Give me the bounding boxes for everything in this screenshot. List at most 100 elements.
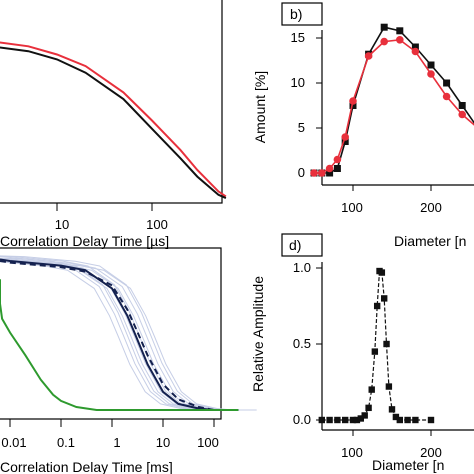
panel-d-tick-label: 1.0 <box>293 260 311 275</box>
panel-d-tag: d) <box>289 237 301 253</box>
panel-c-tick-label: 0.1 <box>57 435 75 450</box>
panel-b-marker <box>427 61 435 69</box>
panel-d-marker <box>404 416 411 424</box>
panel-b-y-axis-label: Amount [%] <box>252 71 268 143</box>
panel-b-marker <box>326 169 334 177</box>
panel-b-tick-label: 10 <box>291 75 305 90</box>
panel-d-marker <box>349 416 357 424</box>
panel-d-marker <box>396 416 403 424</box>
panel-d-tag-box <box>281 233 323 257</box>
panel-d-x-axis-label: Diameter [n <box>372 457 444 473</box>
panel-d-y-axis-label: Relative Amplitude <box>250 276 266 392</box>
panel-a-tick-label: 10 <box>55 217 69 232</box>
panel-d-marker <box>373 302 381 310</box>
panel-d-marker <box>371 348 379 355</box>
panel-c-frame <box>0 247 222 420</box>
panel-d-marker <box>357 415 364 422</box>
panel-b-y-ticks: 0 5 10 15 <box>291 30 322 180</box>
panel-a-tick-label: 100 <box>146 217 168 232</box>
panel-b-marker <box>318 169 326 177</box>
panel-b-tick-label: 200 <box>420 200 442 215</box>
panel-b-series <box>310 23 474 177</box>
panel-b-marker <box>458 102 466 109</box>
panel-b-marker <box>380 37 389 46</box>
panel-d-marker <box>353 416 361 424</box>
panel-b-tag: b) <box>290 6 302 22</box>
panel-d-marker <box>361 412 368 419</box>
panel-a-curve-1 <box>0 46 227 200</box>
panel-b-tick-label: 15 <box>291 30 305 45</box>
panel-b-line-1 <box>314 38 474 174</box>
panel-c: 0.01 0.1 1 10 100 Correlation Delay Time… <box>0 247 257 474</box>
panel-b-tick-label: 5 <box>298 120 305 135</box>
panel-c-tick-label: 10 <box>156 435 170 450</box>
panel-b-marker <box>364 52 373 60</box>
panel-b-tick-label: 100 <box>341 200 363 215</box>
panel-c-curve-1 <box>0 260 239 411</box>
panel-a-frame <box>0 0 223 204</box>
panel-c-replicate-curve <box>0 255 253 411</box>
panel-d-marker <box>392 413 400 421</box>
panel-d-marker <box>388 406 396 413</box>
panel-b-marker <box>458 110 467 119</box>
panel-b-marker <box>349 102 357 109</box>
panel-a-curve-0 <box>0 41 227 198</box>
panel-d-line-0 <box>321 269 431 421</box>
panel-c-replicate-curve <box>0 257 249 411</box>
panel-d-marker <box>326 416 333 424</box>
panel-c-tick-label: 0.01 <box>1 435 26 450</box>
panel-c-curve-0 <box>0 258 239 411</box>
panel-b-marker <box>325 164 334 173</box>
panel-d-tick-label: 200 <box>420 445 442 460</box>
panel-b-marker <box>411 47 420 56</box>
panel-d-marker <box>383 340 390 348</box>
panel-b-marker <box>341 133 350 141</box>
panel-d-tick-label: 100 <box>341 445 363 460</box>
panel-c-replicate-curve <box>0 255 241 411</box>
panel-d-marker <box>427 416 435 424</box>
panel-c-x-axis-label: Correlation Delay Time [ms] <box>0 459 173 474</box>
panel-d-series <box>318 267 435 424</box>
panel-d-marker <box>378 269 386 276</box>
panel-b-marker <box>333 155 342 164</box>
panel-c-series <box>0 255 257 411</box>
panel-d-marker <box>385 383 393 390</box>
panel-c-curve-2 <box>0 279 239 411</box>
panel-b-marker <box>396 36 404 44</box>
panel-d: d) 0.0 0.5 1.0 100 200 Relative Amplitud… <box>250 233 474 473</box>
panel-a-x-axis-label: Correlation Delay Time [µs] <box>0 233 169 249</box>
panel-b-marker <box>442 92 451 101</box>
panel-d-marker <box>381 295 388 302</box>
panel-c-replicate-curve <box>0 256 230 411</box>
panel-c-tick-label: 100 <box>197 435 219 450</box>
panel-d-marker <box>318 416 325 424</box>
panel-d-x-ticks: 100 200 <box>341 430 442 460</box>
panel-d-marker <box>412 416 419 424</box>
panel-d-marker <box>365 404 372 412</box>
panel-b-marker <box>349 97 357 105</box>
panel-a: 10 100 Correlation Delay Time [µs] <box>0 0 227 249</box>
panel-c-replicate-curve <box>0 258 226 411</box>
panel-b-marker <box>380 23 388 31</box>
panel-b-tag-box <box>281 2 323 26</box>
panel-b-x-ticks: 100 200 <box>341 185 442 215</box>
panel-a-series <box>0 41 227 200</box>
panel-b-marker <box>341 138 349 145</box>
panel-b: b) 0 5 10 15 100 200 Amount [%] Diameter… <box>252 2 474 249</box>
panel-b-marker <box>310 169 318 177</box>
panel-d-marker <box>368 386 375 393</box>
panel-d-marker <box>342 416 349 424</box>
panel-b-marker <box>411 43 419 51</box>
panel-d-tick-label: 0.0 <box>293 412 311 427</box>
panel-b-marker <box>443 79 451 87</box>
panel-b-tick-label: 0 <box>298 165 305 180</box>
panel-c-replicate-curve <box>0 260 234 411</box>
panel-d-tick-label: 0.5 <box>293 336 311 351</box>
panel-c-replicate-curve <box>0 259 257 411</box>
panel-b-marker <box>396 27 404 35</box>
panel-c-tick-label: 1 <box>113 435 120 450</box>
panel-b-x-axis-label: Diameter [n <box>394 233 466 249</box>
panel-b-marker <box>333 165 341 172</box>
panel-b-marker <box>427 70 435 78</box>
